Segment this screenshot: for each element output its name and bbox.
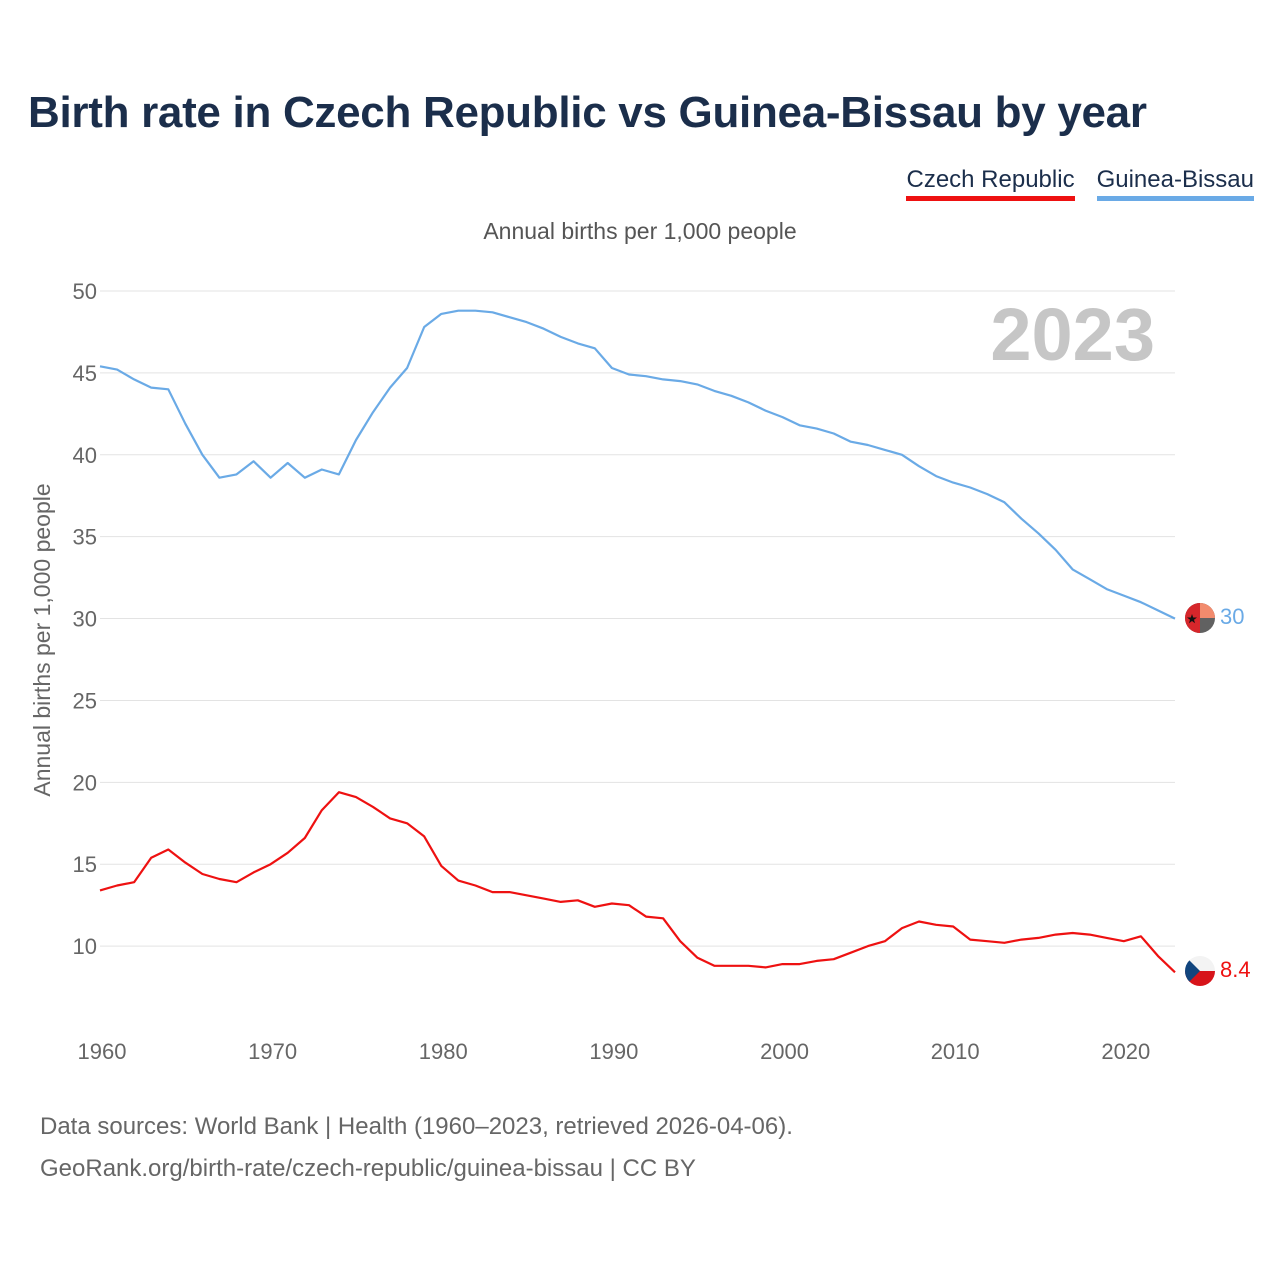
czech-flag-icon (1185, 956, 1215, 986)
y-tick-label: 50 (73, 279, 97, 304)
y-tick-label: 20 (73, 770, 97, 795)
y-tick-label: 30 (73, 607, 97, 632)
chart-title: Birth rate in Czech Republic vs Guinea-B… (28, 88, 1147, 137)
legend-item-czech-republic[interactable]: Czech Republic (906, 166, 1075, 201)
x-tick-label: 2010 (931, 1039, 980, 1064)
y-tick-label: 25 (73, 688, 97, 713)
series (99, 309, 1176, 974)
legend: Czech Republic Guinea-Bissau (906, 166, 1254, 201)
y-axis-label: Annual births per 1,000 people (29, 483, 55, 796)
x-tick-label: 2020 (1101, 1039, 1150, 1064)
chart-subtitle: Annual births per 1,000 people (483, 218, 797, 244)
current-year-label: 2023 (990, 293, 1155, 376)
footer-source: Data sources: World Bank | Health (1960–… (40, 1113, 793, 1140)
y-tick-label: 15 (73, 852, 97, 877)
series-line-czech-republic[interactable] (99, 791, 1176, 974)
series-endpoints: 30 8.4 (1185, 603, 1251, 986)
grid (100, 290, 1175, 947)
footer-link[interactable]: GeoRank.org/birth-rate/czech-republic/gu… (40, 1155, 696, 1182)
guinea-bissau-flag-icon (1185, 603, 1215, 633)
y-tick-label: 35 (73, 525, 97, 550)
footer: Data sources: World Bank | Health (1960–… (40, 1106, 793, 1190)
x-tick-label: 1980 (419, 1039, 468, 1064)
legend-item-guinea-bissau[interactable]: Guinea-Bissau (1096, 166, 1254, 201)
line-chart: 10 15 20 25 30 35 40 45 50 1960 1970 1980 1990 2000 2… (29, 279, 1251, 1064)
guinea-bissau-end-value: 30 (1220, 604, 1244, 629)
x-tick-label: 1970 (248, 1039, 297, 1064)
series-line-guinea-bissau[interactable] (99, 309, 1176, 620)
x-axis-ticks: 1960 1970 1980 1990 2000 2010 2020 (78, 1039, 1151, 1064)
x-tick-label: 1960 (78, 1039, 127, 1064)
czech-republic-end-value: 8.4 (1220, 957, 1251, 982)
y-tick-label: 10 (73, 934, 97, 959)
x-tick-label: 1990 (589, 1039, 638, 1064)
y-axis-ticks: 10 15 20 25 30 35 40 45 50 (73, 279, 97, 959)
y-tick-label: 45 (73, 361, 97, 386)
y-tick-label: 40 (73, 443, 97, 468)
x-tick-label: 2000 (760, 1039, 809, 1064)
